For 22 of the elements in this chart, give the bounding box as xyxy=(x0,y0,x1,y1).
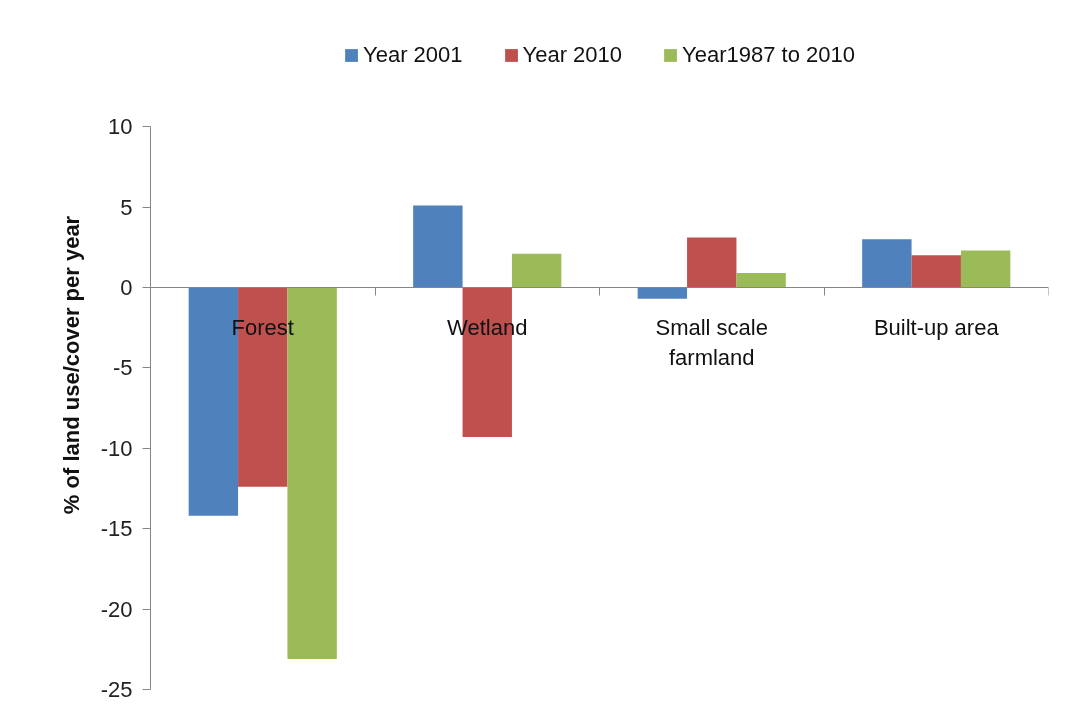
legend-label: Year1987 to 2010 xyxy=(682,42,855,68)
y-tick-label: 5 xyxy=(120,194,133,220)
legend-label: Year 2001 xyxy=(363,42,463,68)
bar xyxy=(687,237,737,288)
y-tick-label: -25 xyxy=(100,677,133,702)
x-tick-label: Built-up area xyxy=(873,315,1000,341)
bar xyxy=(960,250,1011,288)
bar xyxy=(637,287,688,299)
bar xyxy=(911,255,961,288)
bar xyxy=(511,253,562,288)
bar xyxy=(862,239,912,288)
y-tick-label: -20 xyxy=(100,596,133,622)
y-tick-label: 0 xyxy=(120,274,133,300)
bar xyxy=(736,272,786,288)
legend-label: Year 2010 xyxy=(522,42,623,68)
y-tick-label: -10 xyxy=(100,435,133,461)
y-tick-label: -5 xyxy=(112,355,133,381)
y-tick-label: -15 xyxy=(100,516,133,542)
y-tick-label: 10 xyxy=(108,114,133,140)
x-tick-label: Small scale farmland xyxy=(655,315,768,371)
y-axis-title: % of land use/cover per year xyxy=(58,215,84,515)
bar xyxy=(413,205,463,288)
